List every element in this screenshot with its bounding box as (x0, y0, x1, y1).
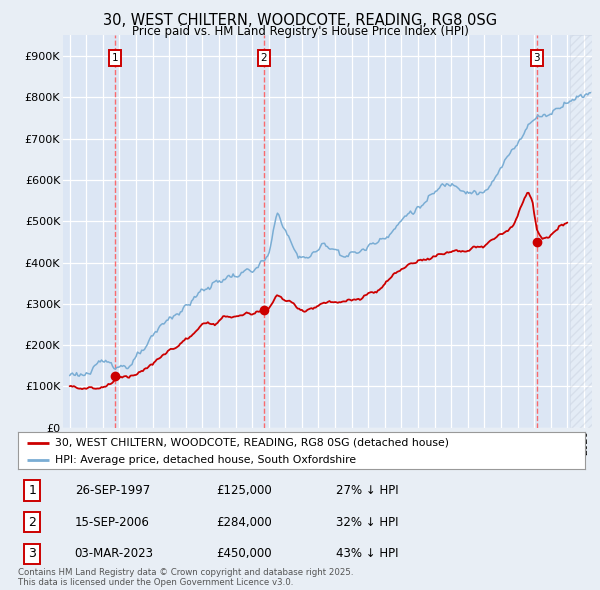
Text: 3: 3 (533, 53, 540, 63)
Text: 15-SEP-2006: 15-SEP-2006 (75, 516, 149, 529)
Text: £450,000: £450,000 (217, 548, 272, 560)
Text: 32% ↓ HPI: 32% ↓ HPI (335, 516, 398, 529)
Text: 1: 1 (28, 484, 36, 497)
Text: 2: 2 (260, 53, 267, 63)
Text: 03-MAR-2023: 03-MAR-2023 (75, 548, 154, 560)
Bar (570, 35, 592, 428)
Text: 2: 2 (28, 516, 36, 529)
Text: 1: 1 (112, 53, 119, 63)
Text: HPI: Average price, detached house, South Oxfordshire: HPI: Average price, detached house, Sout… (55, 455, 356, 465)
Text: 30, WEST CHILTERN, WOODCOTE, READING, RG8 0SG (detached house): 30, WEST CHILTERN, WOODCOTE, READING, RG… (55, 438, 449, 448)
Text: 43% ↓ HPI: 43% ↓ HPI (335, 548, 398, 560)
Text: 26-SEP-1997: 26-SEP-1997 (75, 484, 150, 497)
Text: 27% ↓ HPI: 27% ↓ HPI (335, 484, 398, 497)
Text: £125,000: £125,000 (217, 484, 272, 497)
Text: Price paid vs. HM Land Registry's House Price Index (HPI): Price paid vs. HM Land Registry's House … (131, 25, 469, 38)
Text: 30, WEST CHILTERN, WOODCOTE, READING, RG8 0SG: 30, WEST CHILTERN, WOODCOTE, READING, RG… (103, 13, 497, 28)
Text: 3: 3 (28, 548, 36, 560)
Text: Contains HM Land Registry data © Crown copyright and database right 2025.
This d: Contains HM Land Registry data © Crown c… (18, 568, 353, 587)
Text: £284,000: £284,000 (217, 516, 272, 529)
